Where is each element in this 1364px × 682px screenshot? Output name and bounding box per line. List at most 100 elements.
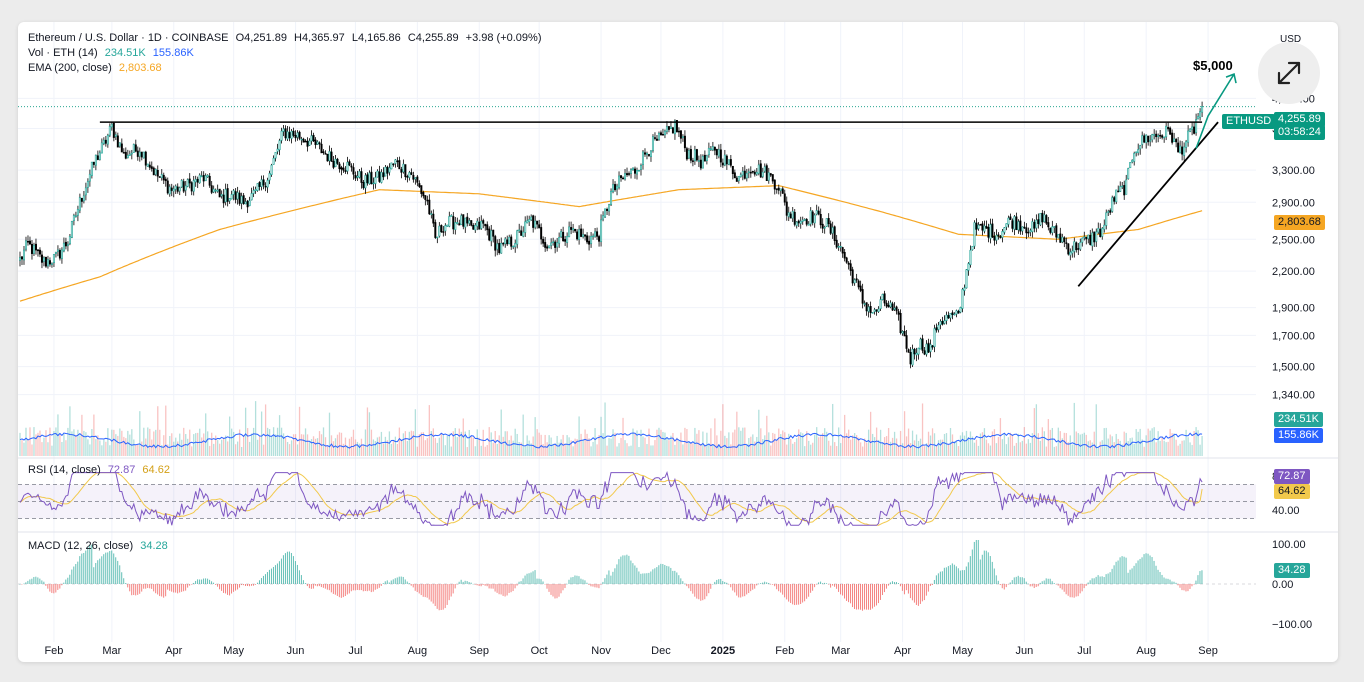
candle-body	[639, 165, 642, 170]
candle	[210, 181, 213, 195]
candle	[815, 204, 818, 216]
candle	[172, 185, 175, 198]
candle-body	[741, 171, 744, 176]
candle	[1155, 130, 1158, 143]
volume-bar	[1119, 440, 1121, 456]
candle	[462, 214, 465, 230]
candle-body	[863, 303, 866, 305]
candle	[322, 149, 325, 155]
candle-body	[873, 309, 876, 312]
macd-bar	[334, 584, 336, 595]
macd-bar	[903, 584, 905, 595]
volume-bar	[1139, 428, 1141, 456]
candle	[1081, 237, 1084, 247]
candle	[38, 247, 41, 258]
ema-label[interactable]: EMA (200, close)	[28, 62, 112, 74]
macd-bar	[356, 584, 358, 590]
volume-bar	[560, 439, 562, 456]
candle-body	[1071, 250, 1074, 254]
candle-body	[112, 122, 115, 138]
candle	[604, 208, 607, 219]
volume-bar	[203, 433, 205, 456]
macd-bar	[235, 584, 237, 591]
volume-bar	[838, 427, 840, 456]
macd-bar	[432, 584, 434, 604]
macd-bar	[330, 584, 332, 593]
candle	[1003, 227, 1006, 235]
macd-bar	[632, 563, 634, 584]
volume-bar	[242, 435, 245, 456]
macd-bar	[1111, 568, 1113, 584]
volume-bar	[979, 433, 982, 456]
candle	[1027, 227, 1030, 238]
rsi-label[interactable]: RSI (14, close)	[28, 464, 101, 476]
candle-body	[486, 224, 489, 231]
macd-bar	[1069, 584, 1071, 598]
candle-body	[578, 229, 581, 240]
candle-body	[1047, 222, 1050, 228]
candle	[466, 212, 469, 227]
volume-bar	[195, 433, 197, 456]
candle-body	[522, 231, 525, 237]
candle	[432, 209, 435, 228]
macd-bar	[919, 584, 921, 604]
candle	[66, 241, 69, 252]
macd-bar	[137, 584, 139, 595]
candle-body	[697, 160, 700, 162]
candle-body	[244, 201, 247, 205]
candle	[641, 150, 644, 170]
candle-body	[508, 236, 511, 245]
volume-bar	[736, 411, 738, 456]
macd-bar	[931, 584, 933, 586]
candle	[272, 155, 275, 165]
volume-bar	[826, 431, 828, 456]
expand-button[interactable]	[1258, 42, 1320, 104]
macd-bar	[49, 584, 51, 592]
candle	[324, 150, 327, 155]
candle-body	[524, 221, 527, 233]
macd-bar	[396, 577, 398, 584]
macd-bar	[71, 569, 73, 584]
candle-body	[915, 352, 918, 356]
macd-bar	[486, 584, 488, 587]
candle-body	[983, 225, 986, 232]
candle	[254, 186, 257, 194]
candle-body	[336, 158, 339, 164]
candle	[989, 218, 992, 244]
chart-canvas[interactable]: 4,400.003,900.003,300.002,900.002,500.00…	[18, 22, 1338, 662]
candle	[100, 138, 103, 154]
volume-bar	[646, 444, 648, 456]
macd-label[interactable]: MACD (12, 26, close)	[28, 540, 134, 552]
candle-body	[653, 137, 656, 139]
candle	[855, 273, 858, 283]
candle	[1037, 213, 1040, 229]
volume-bar	[384, 436, 387, 456]
macd-bar	[37, 577, 39, 584]
candle	[98, 150, 101, 161]
candle-body	[150, 166, 153, 169]
candle	[616, 183, 619, 196]
candle-body	[949, 313, 952, 319]
volume-label[interactable]: Vol · ETH (14)	[28, 47, 98, 59]
candle-body	[512, 245, 515, 248]
candle	[773, 179, 776, 195]
candle	[190, 181, 193, 196]
candle	[400, 166, 403, 179]
candle	[368, 170, 371, 185]
rsi-legend-value: 72.87	[107, 464, 136, 476]
macd-bar	[644, 573, 646, 584]
candle-body	[132, 144, 135, 153]
candle	[434, 219, 437, 239]
volume-bar	[294, 434, 297, 456]
candle-body	[749, 171, 752, 174]
candle-body	[400, 169, 403, 173]
volume-bar	[524, 446, 526, 456]
volume-bar	[1193, 431, 1195, 456]
candle-body	[849, 263, 852, 271]
volume-bar	[332, 441, 335, 456]
candle-body	[685, 148, 688, 160]
volume-bar	[672, 433, 674, 456]
symbol-title[interactable]: Ethereum / U.S. Dollar · 1D · COINBASE	[28, 32, 229, 44]
candle	[1109, 208, 1112, 215]
candle-body	[1043, 214, 1046, 223]
